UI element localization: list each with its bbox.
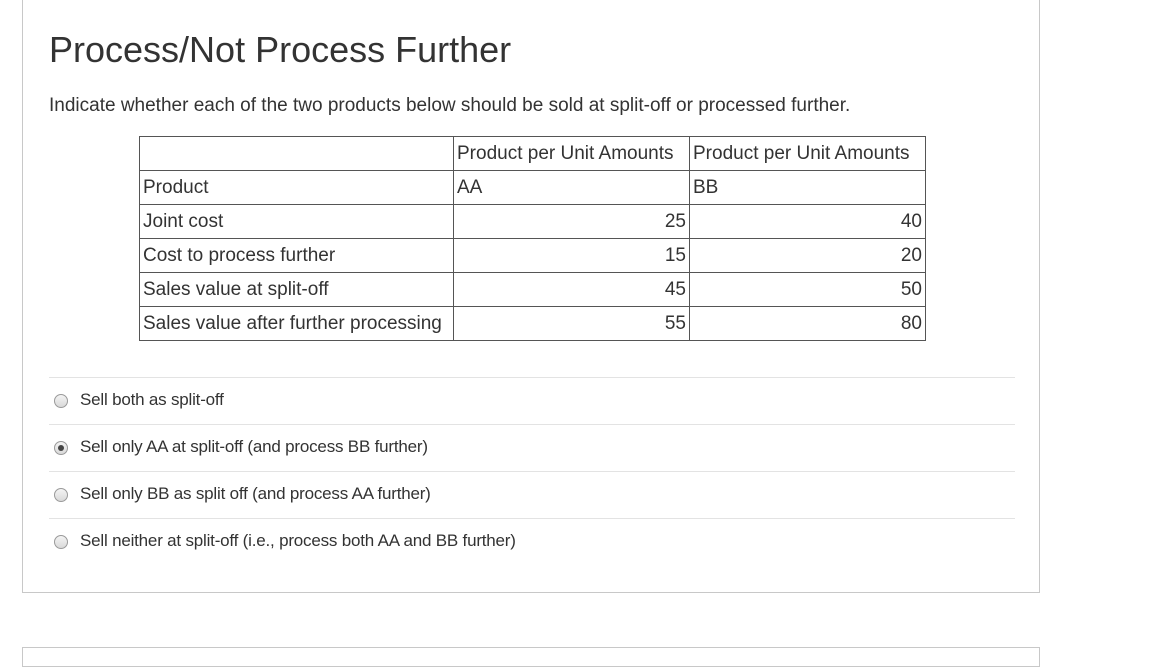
answer-option[interactable]: Sell neither at split-off (i.e., process… (49, 518, 1015, 565)
table-cell: 25 (453, 204, 690, 239)
table-cell: 80 (689, 306, 926, 341)
table-cell: BB (689, 170, 926, 205)
table-cell: 15 (453, 238, 690, 273)
radio-button[interactable] (54, 488, 68, 502)
table-header-cell: Product per Unit Amounts (453, 136, 690, 171)
answer-option-label[interactable]: Sell neither at split-off (i.e., process… (80, 531, 516, 550)
answer-options: Sell both as split-off Sell only AA at s… (49, 377, 1015, 565)
answer-option-label[interactable]: Sell both as split-off (80, 390, 224, 409)
answer-option-label[interactable]: Sell only AA at split-off (and process B… (80, 437, 428, 456)
table-header-row: Product per Unit Amounts Product per Uni… (139, 136, 926, 171)
question-title: Process/Not Process Further (49, 29, 512, 70)
question-prompt: Indicate whether each of the two product… (49, 95, 851, 116)
radio-button[interactable] (54, 535, 68, 549)
table-cell: Product (139, 170, 454, 205)
table-cell: 55 (453, 306, 690, 341)
table-row: Sales value after further processing 55 … (139, 306, 926, 341)
answer-option-label[interactable]: Sell only BB as split off (and process A… (80, 484, 431, 503)
answer-option[interactable]: Sell only AA at split-off (and process B… (49, 424, 1015, 471)
table-cell: AA (453, 170, 690, 205)
table-row: Joint cost 25 40 (139, 204, 926, 239)
table-cell: 50 (689, 272, 926, 307)
table-row: Product AA BB (139, 170, 926, 205)
answer-option[interactable]: Sell both as split-off (49, 377, 1015, 424)
table-row: Cost to process further 15 20 (139, 238, 926, 273)
table-row: Sales value at split-off 45 50 (139, 272, 926, 307)
table-cell: 20 (689, 238, 926, 273)
product-table: Product per Unit Amounts Product per Uni… (139, 136, 926, 341)
table-header-cell: Product per Unit Amounts (689, 136, 926, 171)
radio-button[interactable] (54, 441, 68, 455)
question-card: Process/Not Process Further Indicate whe… (22, 0, 1040, 593)
table-cell: Sales value at split-off (139, 272, 454, 307)
table-cell: Sales value after further processing (139, 306, 454, 341)
radio-button[interactable] (54, 394, 68, 408)
table-header-cell (139, 136, 454, 171)
table-cell: Joint cost (139, 204, 454, 239)
table-cell: Cost to process further (139, 238, 454, 273)
answer-option[interactable]: Sell only BB as split off (and process A… (49, 471, 1015, 518)
table-cell: 45 (453, 272, 690, 307)
table-cell: 40 (689, 204, 926, 239)
next-question-card (22, 647, 1040, 667)
